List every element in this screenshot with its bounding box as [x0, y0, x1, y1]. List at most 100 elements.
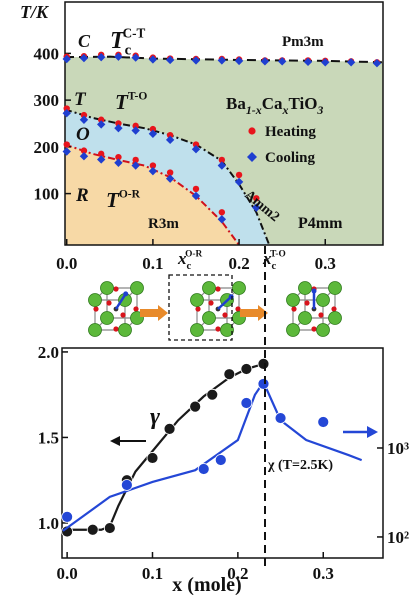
point [114, 123, 123, 133]
series-label: χ (T=2.5K) [267, 458, 333, 473]
point [218, 156, 226, 164]
point [79, 115, 89, 124]
annotation: Pm3m [282, 34, 324, 50]
annotation-part: Ba [226, 94, 246, 113]
point [214, 454, 227, 466]
oxygen [215, 286, 221, 292]
atom [220, 323, 234, 337]
polarization [114, 293, 127, 310]
point [96, 52, 106, 62]
point [192, 185, 200, 193]
point [260, 57, 270, 66]
atom [130, 281, 144, 295]
oxygen [208, 300, 214, 306]
point [252, 203, 261, 212]
point [146, 452, 159, 464]
point [131, 161, 140, 170]
point [132, 156, 139, 164]
atom [286, 293, 300, 307]
legend-marker [248, 127, 256, 135]
point [115, 120, 122, 127]
point [163, 422, 176, 435]
point [317, 416, 330, 428]
annotation-main: Pm3m [282, 34, 324, 50]
x-tick-label: 0.3 [313, 564, 334, 583]
point [131, 126, 140, 135]
oxygen [235, 306, 241, 312]
point [96, 155, 106, 164]
atom [202, 311, 216, 325]
point [86, 523, 99, 536]
oxygen [106, 300, 112, 306]
atom [298, 281, 312, 295]
annotation: Tc C-T [110, 25, 146, 58]
annotation-part: Ca [262, 94, 283, 113]
annotation: xcT-O [262, 249, 286, 272]
x-tick-label: 0.0 [56, 254, 77, 273]
oxygen [291, 306, 297, 312]
fit-line [67, 362, 264, 531]
point [103, 522, 116, 534]
y-tick-label: 1.5 [38, 428, 59, 447]
atom [88, 323, 102, 337]
arrow-head [367, 426, 378, 438]
annotation-main: C [78, 31, 91, 51]
phase-boundary [64, 143, 240, 246]
superscript: T-O [270, 250, 286, 260]
subscript: c [272, 261, 277, 272]
atom [100, 281, 114, 295]
subscript: c [187, 261, 192, 272]
point [96, 120, 106, 129]
point [165, 55, 175, 65]
point [191, 145, 201, 154]
annotation: C [78, 31, 91, 51]
point [240, 397, 253, 409]
point [149, 162, 157, 169]
annotation-part: TiO [288, 94, 317, 113]
superscript: C-T [123, 25, 146, 40]
x-axis-label: x (mole) [172, 574, 241, 595]
x-tick-label: 0.1 [142, 254, 163, 273]
atom [88, 293, 102, 307]
y2-tick-label: 10² [387, 528, 409, 547]
point [148, 55, 158, 64]
atom [232, 281, 246, 295]
point [372, 59, 382, 68]
y-tick-label: 2.0 [38, 343, 59, 362]
annotation: O [76, 124, 90, 145]
x-tick-label: 0.0 [56, 564, 77, 583]
legend-marker [247, 152, 257, 162]
oxygen [133, 306, 139, 312]
point [149, 125, 157, 133]
point [321, 58, 330, 67]
annotation-main: x [262, 249, 272, 268]
subscript: c [125, 43, 132, 59]
point [197, 463, 210, 475]
point [277, 57, 287, 66]
point [63, 105, 70, 112]
atom [286, 323, 300, 337]
point [80, 147, 88, 154]
x-tick-label: 0.3 [315, 254, 336, 273]
polarization-tip [228, 294, 234, 300]
point [191, 191, 201, 201]
legend-label: Heating [265, 124, 316, 140]
point [97, 150, 105, 158]
oxygen [318, 312, 324, 318]
point [217, 56, 227, 65]
point [235, 171, 243, 179]
annotation: P4mm [298, 215, 343, 232]
point [62, 109, 71, 118]
atom [328, 281, 342, 295]
y-tick-label: 100 [34, 185, 60, 204]
superscript: O-R [119, 189, 141, 201]
point [120, 479, 133, 491]
oxygen [120, 312, 126, 318]
oxygen [215, 326, 221, 332]
annotation: Ba1-xCaxTiO3 [226, 94, 323, 117]
annotation-main: O [76, 124, 90, 145]
annotation: TO-R [106, 188, 141, 212]
plot-frame [61, 347, 384, 559]
